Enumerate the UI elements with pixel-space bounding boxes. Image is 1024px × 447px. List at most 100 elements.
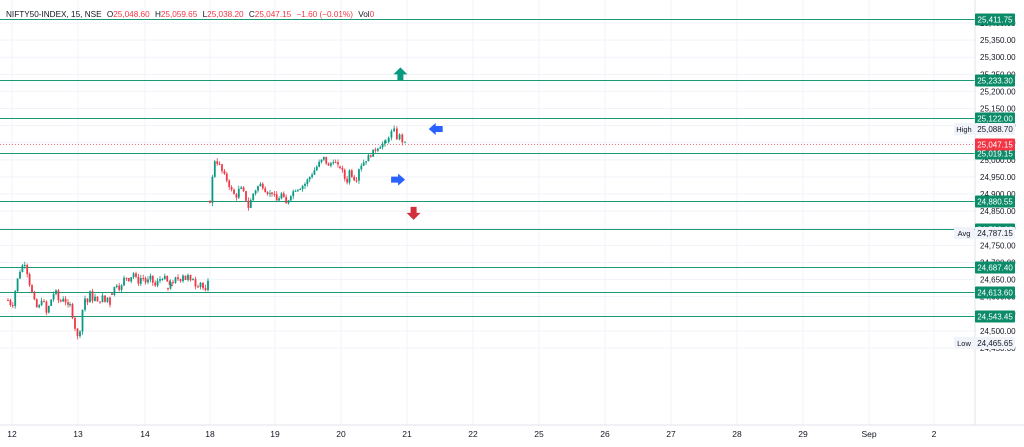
candle-body xyxy=(35,299,38,308)
level-badge xyxy=(975,310,1015,323)
time-axis[interactable]: 12 13 14 18 19 20 21 22 25 26 27 28 29 Sep 2 xyxy=(0,424,1024,439)
candle-body xyxy=(132,273,135,278)
candle-body xyxy=(235,194,238,198)
candle-body xyxy=(341,167,344,170)
candle-body xyxy=(358,169,360,181)
candle-body xyxy=(228,180,231,188)
stat-value: 24,787.15 xyxy=(977,229,1013,238)
candle-body xyxy=(334,162,337,164)
candle-body xyxy=(166,275,169,282)
x-tick-label: 28 xyxy=(732,429,742,439)
high-label: H xyxy=(155,10,161,19)
candle-body xyxy=(204,288,207,291)
candle-body xyxy=(254,190,257,194)
candle-body xyxy=(230,187,233,190)
candle-body xyxy=(33,292,36,300)
candle-body xyxy=(379,147,382,149)
volume-label: Vol xyxy=(358,10,370,19)
candle-body xyxy=(179,279,182,282)
stat-name: Avg xyxy=(958,229,971,238)
candle-body xyxy=(11,305,14,307)
candle-body xyxy=(211,176,214,203)
arrow-markers xyxy=(391,67,443,220)
y-tick-label: 24,500.00 xyxy=(980,327,1016,336)
candle-body xyxy=(62,298,65,302)
candle-body xyxy=(151,275,154,283)
horizontal-levels xyxy=(0,19,975,317)
candle-body xyxy=(104,295,106,302)
candle-body xyxy=(237,188,240,198)
candle-body xyxy=(187,274,189,280)
candle-body xyxy=(99,301,101,303)
candle-body xyxy=(197,286,199,288)
candle-body xyxy=(240,187,243,189)
x-tick-label: 22 xyxy=(468,429,478,439)
candle-body xyxy=(163,275,166,280)
stat-tag-bg xyxy=(954,123,974,135)
candle-body xyxy=(376,148,379,151)
stat-value-bg xyxy=(975,123,1015,135)
level-badge xyxy=(975,112,1015,125)
candle-body xyxy=(59,300,62,302)
x-tick-label: 2 xyxy=(932,429,937,439)
candle-body xyxy=(147,279,149,283)
candle-body xyxy=(21,265,24,272)
candle-body xyxy=(271,192,273,194)
candle-body xyxy=(393,128,396,132)
candle-body xyxy=(218,163,221,165)
arrow-up-icon[interactable] xyxy=(393,67,408,81)
candle-body xyxy=(278,198,280,201)
candle-body xyxy=(52,293,55,300)
x-tick-label: 25 xyxy=(534,429,544,439)
grid xyxy=(0,0,975,425)
change-value: −1.60 (−0.01%) xyxy=(297,10,354,19)
level-badge-label: 24,613.60 xyxy=(977,289,1013,298)
candle-body xyxy=(385,141,387,143)
candle-body xyxy=(365,161,367,163)
candle-body xyxy=(192,279,194,281)
level-badge-label: 25,411.75 xyxy=(978,16,1014,25)
stat-value-bg xyxy=(975,227,1015,239)
candle-body xyxy=(156,280,159,286)
candle-body xyxy=(289,196,292,201)
candle-body xyxy=(118,285,121,290)
stat-name: High xyxy=(956,125,971,134)
candle-body xyxy=(101,295,104,303)
candle-body xyxy=(348,170,351,183)
candle-body xyxy=(137,276,140,284)
stat-tag-bg xyxy=(954,337,974,349)
level-badge xyxy=(975,13,1015,26)
candle-body xyxy=(285,197,288,204)
candle-body xyxy=(43,300,45,302)
arrow-right-icon[interactable] xyxy=(391,173,406,186)
candle-body xyxy=(57,290,60,301)
level-badge xyxy=(975,74,1015,87)
candle-body xyxy=(38,305,41,308)
candle-body xyxy=(292,191,295,197)
arrow-left-icon[interactable] xyxy=(428,123,443,136)
arrow-down-icon[interactable] xyxy=(406,206,421,220)
candle-body xyxy=(7,300,9,302)
candle-body xyxy=(301,185,304,190)
candle-body xyxy=(308,177,311,180)
candle-body xyxy=(109,297,111,305)
high-value: 25,059.65 xyxy=(161,10,198,19)
level-badge xyxy=(975,195,1015,208)
candle-body xyxy=(154,282,157,286)
candles xyxy=(7,125,406,340)
candle-body xyxy=(209,200,211,203)
candle-body xyxy=(404,141,406,143)
candle-body xyxy=(45,301,48,313)
candle-body xyxy=(280,193,283,199)
candle-body xyxy=(177,277,179,280)
candle-body xyxy=(320,159,323,162)
stat-value-bg xyxy=(975,337,1015,349)
y-tick-label: 24,650.00 xyxy=(980,276,1016,285)
x-tick-label: 20 xyxy=(336,429,346,439)
level-badge-label: 25,233.30 xyxy=(977,77,1013,86)
y-tick-label: 25,350.00 xyxy=(980,36,1016,45)
candle-body xyxy=(127,278,130,282)
candle-body xyxy=(23,265,26,267)
